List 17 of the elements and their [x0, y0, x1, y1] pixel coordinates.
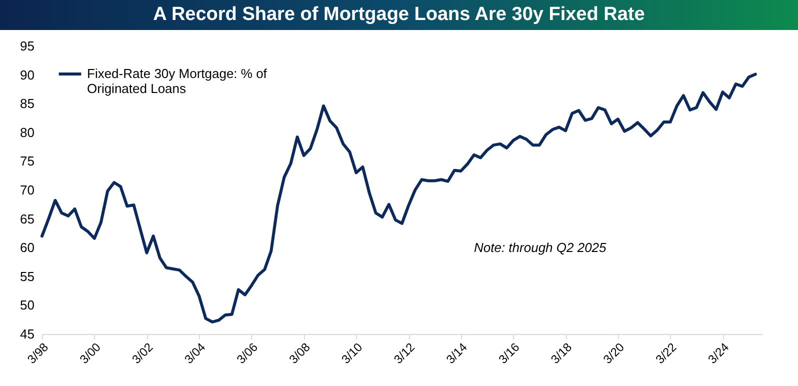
annotation: Note: through Q2 2025 [474, 240, 608, 255]
x-tick-label: 3/10 [338, 340, 366, 367]
y-tick-label: 45 [20, 326, 34, 342]
y-tick-label: 75 [20, 154, 34, 169]
y-tick-label: 60 [20, 240, 34, 256]
y-tick-label: 50 [20, 298, 34, 313]
y-tick-label: 95 [20, 38, 34, 54]
y-tick-label: 65 [20, 211, 34, 226]
y-tick-label: 70 [20, 182, 34, 198]
y-tick-label: 85 [20, 96, 34, 112]
y-tick-label: 80 [20, 124, 34, 140]
y-tick-label: 90 [20, 67, 34, 82]
y-tick-label: 55 [20, 268, 34, 284]
legend-label: Fixed-Rate 30y Mortgage: % of Originated Loans [87, 66, 268, 96]
x-tick-label: 3/20 [600, 340, 628, 367]
chart-title: A Record Share of Mortgage Loans Are 30y Fixed Rate [0, 0, 798, 30]
x-tick-label: 3/00 [76, 340, 104, 367]
